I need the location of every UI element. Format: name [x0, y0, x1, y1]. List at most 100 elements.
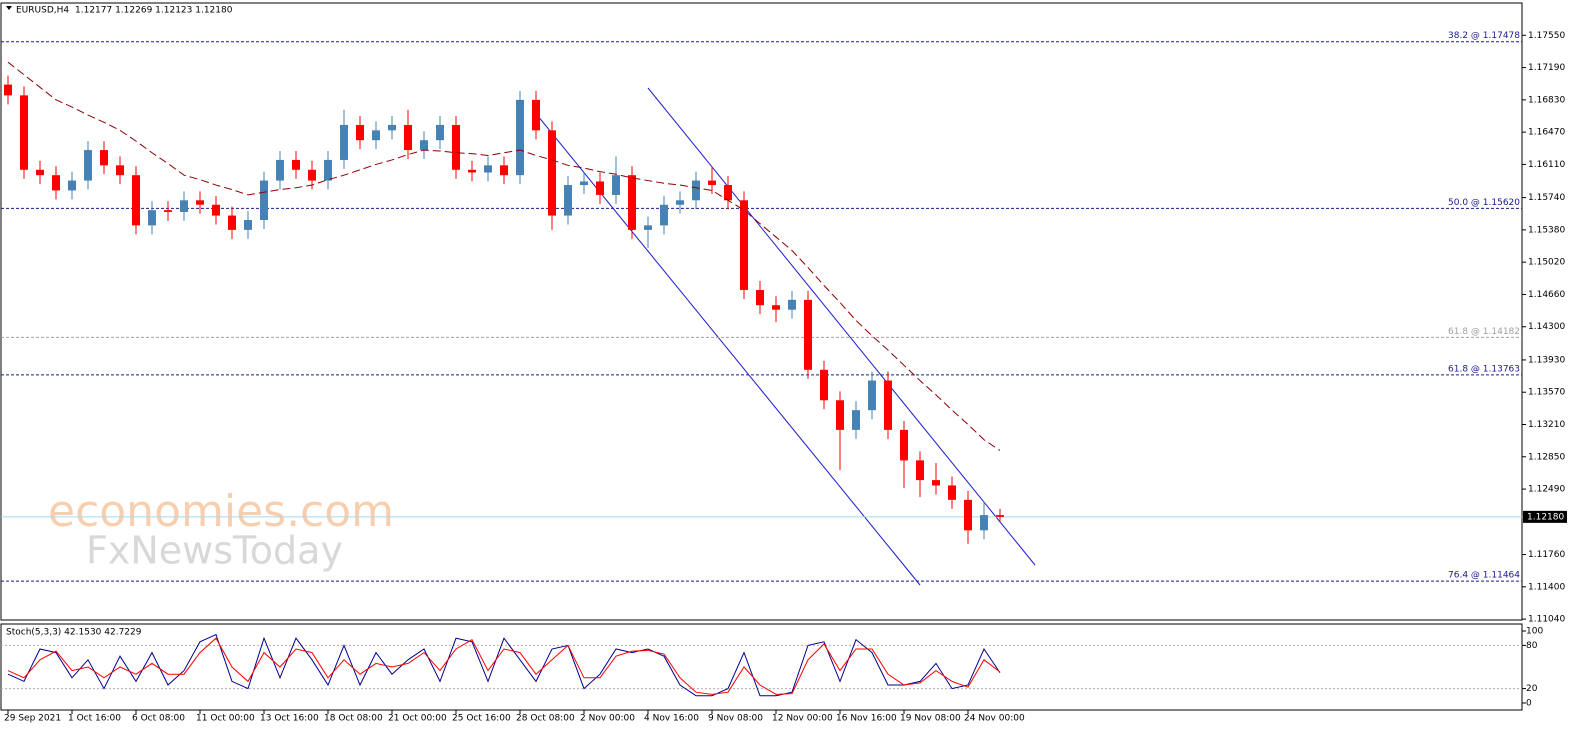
- candle-body: [996, 515, 1004, 517]
- candle-body: [532, 99, 540, 131]
- y-tick-label: 1.16470: [1528, 128, 1565, 138]
- y-tick-label: 1.15020: [1528, 258, 1565, 268]
- candle-body: [948, 485, 956, 500]
- candle-body: [356, 124, 364, 141]
- x-tick-label: 16 Nov 16:00: [836, 714, 897, 724]
- candle-body: [820, 369, 828, 401]
- candle-body: [244, 220, 252, 230]
- y-tick-label: 1.11040: [1528, 615, 1565, 625]
- candle-body: [196, 200, 204, 205]
- y-tick-label: 1.11400: [1528, 582, 1565, 592]
- candle-body: [916, 460, 924, 481]
- x-tick-label: 11 Oct 00:00: [196, 714, 255, 724]
- x-tick-label: 29 Sep 2021: [4, 714, 61, 724]
- y-tick-label: 1.13930: [1528, 355, 1565, 365]
- x-tick-label: 24 Nov 00:00: [964, 714, 1025, 724]
- y-tick-label: 80: [1526, 641, 1538, 651]
- y-tick-label: 1.14660: [1528, 290, 1565, 300]
- candle-body: [468, 169, 476, 173]
- fib-level-label: 61.8 @ 1.13763: [1448, 364, 1520, 374]
- candle-body: [644, 225, 652, 230]
- candle-body: [164, 210, 172, 212]
- candle-body: [692, 180, 700, 201]
- x-tick-label: 1 Oct 16:00: [68, 714, 121, 724]
- candle-body: [132, 175, 140, 226]
- symbol-title: EURUSD,H4: [16, 6, 69, 16]
- candle-body: [564, 185, 572, 216]
- candle-body: [420, 140, 428, 151]
- y-tick-label: 1.17190: [1528, 63, 1565, 73]
- menu-arrow: [6, 6, 12, 10]
- candle-body: [868, 380, 876, 411]
- candle-body: [212, 204, 220, 216]
- y-tick-label: 1.12490: [1528, 485, 1565, 495]
- candle-body: [484, 165, 492, 173]
- candle-body: [436, 124, 444, 141]
- candle-body: [596, 181, 604, 195]
- last-price-label: 1.12180: [1527, 512, 1564, 522]
- candle-body: [660, 204, 668, 226]
- y-tick-label: 0: [1526, 699, 1532, 709]
- candle-body: [260, 180, 268, 221]
- candle-body: [724, 185, 732, 201]
- watermark-text: economies.com: [48, 486, 394, 537]
- candle-body: [804, 299, 812, 370]
- candle-body: [852, 410, 860, 430]
- candle-body: [20, 95, 28, 170]
- stoch-title: Stoch(5,3,3) 42.1530 42.7229: [6, 628, 142, 638]
- y-tick-label: 1.16110: [1528, 160, 1565, 170]
- last-price-box: [1523, 510, 1567, 523]
- candle-body: [548, 130, 556, 216]
- candle-body: [52, 175, 60, 191]
- candle-body: [116, 165, 124, 176]
- watermark-text: FxNewsToday: [86, 529, 343, 573]
- y-tick-label: 100: [1526, 627, 1543, 637]
- ohlc-label: 1.12177 1.12269 1.12123 1.12180: [75, 6, 233, 16]
- y-tick-label: 1.15740: [1528, 193, 1565, 203]
- candle-body: [324, 159, 332, 181]
- candle-body: [788, 299, 796, 310]
- candle-body: [884, 380, 892, 430]
- x-tick-label: 12 Nov 00:00: [772, 714, 833, 724]
- candle-body: [452, 124, 460, 170]
- candle-body: [980, 515, 988, 531]
- candle-body: [612, 175, 620, 195]
- x-tick-label: 4 Nov 16:00: [644, 714, 699, 724]
- watermark: economies.com FxNewsToday: [48, 486, 394, 573]
- x-tick-label: 19 Nov 08:00: [900, 714, 961, 724]
- candle-body: [36, 169, 44, 176]
- x-tick-label: 28 Oct 08:00: [516, 714, 575, 724]
- candle-body: [836, 400, 844, 430]
- candle-body: [292, 159, 300, 170]
- candle-body: [148, 210, 156, 226]
- candle-body: [68, 180, 76, 191]
- x-tick-label: 9 Nov 08:00: [708, 714, 763, 724]
- fib-level-label: 76.4 @ 1.11464: [1448, 571, 1520, 581]
- x-tick-label: 2 Nov 00:00: [580, 714, 635, 724]
- candle-body: [740, 200, 748, 290]
- y-tick-label: 1.13210: [1528, 420, 1565, 430]
- x-tick-label: 13 Oct 16:00: [260, 714, 319, 724]
- candle-body: [308, 169, 316, 181]
- candle-body: [84, 150, 92, 181]
- candle-body: [372, 130, 380, 141]
- candle-body: [772, 305, 780, 310]
- candle-body: [756, 289, 764, 306]
- moving-average: [7, 61, 1001, 451]
- candle-body: [340, 124, 348, 160]
- y-tick-label: 1.17550: [1528, 31, 1565, 41]
- candle-body: [388, 124, 396, 131]
- y-tick-label: 1.15380: [1528, 225, 1565, 235]
- candle-body: [580, 181, 588, 186]
- candle-body: [964, 499, 972, 531]
- fib-level-label: 38.2 @ 1.17478: [1448, 31, 1520, 41]
- fib-level-label: 61.8 @ 1.14182: [1448, 327, 1520, 337]
- candle-body: [180, 200, 188, 212]
- candle-body: [500, 165, 508, 176]
- candle-body: [228, 215, 236, 230]
- candle-body: [276, 159, 284, 181]
- stoch-line: [7, 633, 1001, 697]
- candle-body: [100, 150, 108, 166]
